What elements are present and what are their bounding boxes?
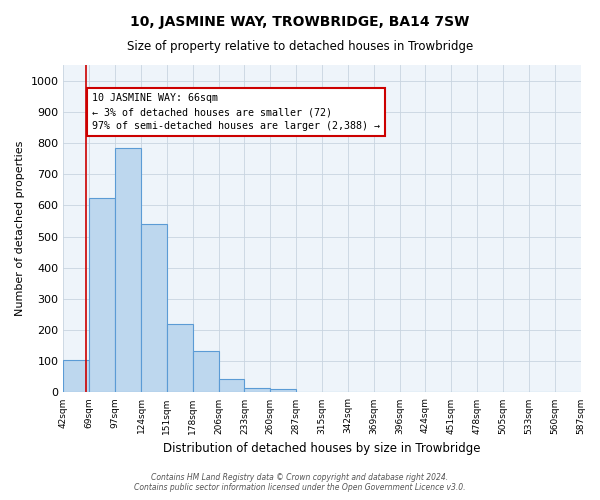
Y-axis label: Number of detached properties: Number of detached properties <box>15 141 25 316</box>
Bar <box>218 380 244 392</box>
Text: 10 JASMINE WAY: 66sqm
← 3% of detached houses are smaller (72)
97% of semi-detac: 10 JASMINE WAY: 66sqm ← 3% of detached h… <box>92 93 380 131</box>
Bar <box>141 224 167 392</box>
Bar <box>89 198 115 392</box>
Bar <box>193 351 218 393</box>
Text: 10, JASMINE WAY, TROWBRIDGE, BA14 7SW: 10, JASMINE WAY, TROWBRIDGE, BA14 7SW <box>130 15 470 29</box>
Text: Contains HM Land Registry data © Crown copyright and database right 2024.
Contai: Contains HM Land Registry data © Crown c… <box>134 473 466 492</box>
Bar <box>167 324 193 392</box>
Text: Size of property relative to detached houses in Trowbridge: Size of property relative to detached ho… <box>127 40 473 53</box>
Bar <box>115 148 141 392</box>
Bar <box>270 390 296 392</box>
Bar <box>64 360 89 392</box>
Bar <box>244 388 270 392</box>
X-axis label: Distribution of detached houses by size in Trowbridge: Distribution of detached houses by size … <box>163 442 481 455</box>
